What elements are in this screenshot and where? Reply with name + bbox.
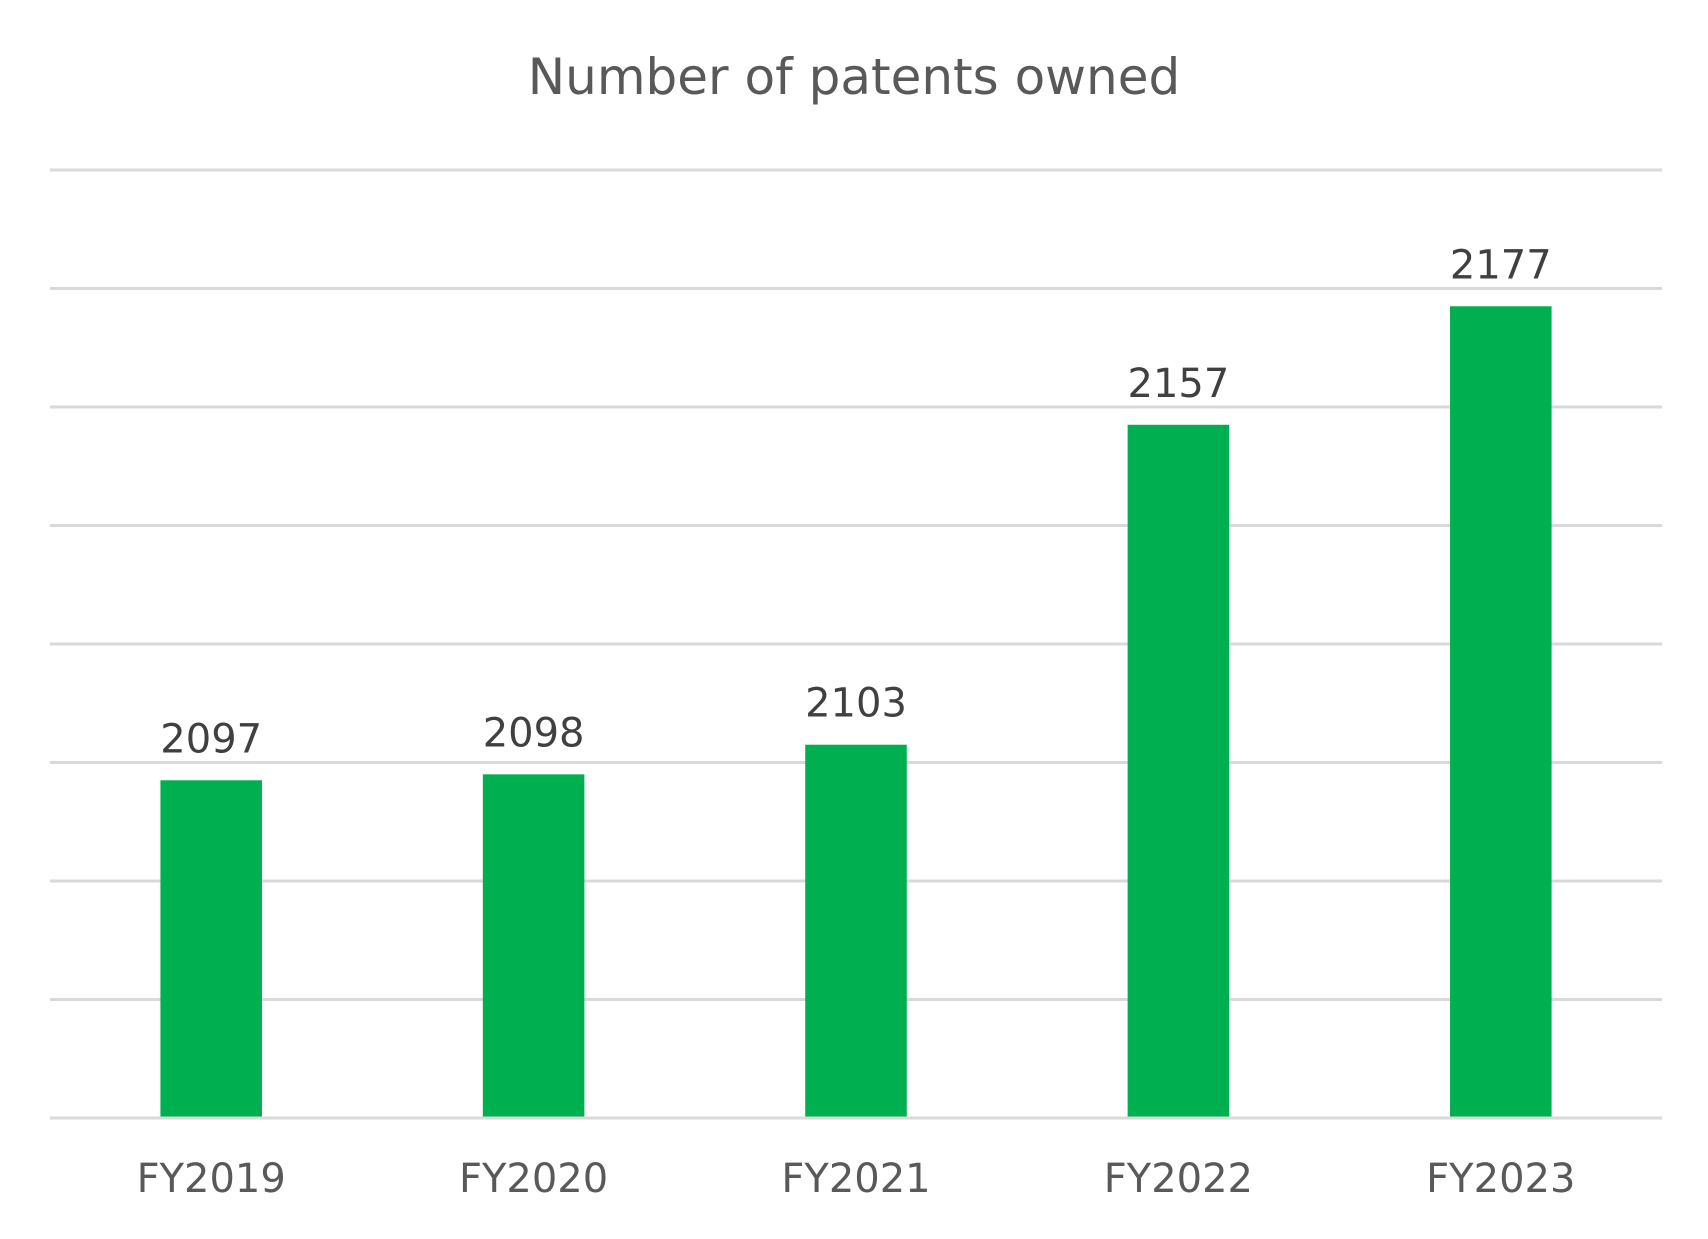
x-tick-label-fy2023: FY2023 — [1426, 1156, 1575, 1202]
x-tick-label-fy2019: FY2019 — [137, 1156, 286, 1202]
data-label-fy2019: 2097 — [160, 716, 262, 762]
bar-fy2023 — [1450, 306, 1552, 1117]
x-tick-label-fy2021: FY2021 — [781, 1156, 930, 1202]
data-label-fy2020: 2098 — [483, 710, 585, 756]
data-label-fy2022: 2157 — [1128, 361, 1230, 407]
x-tick-label-fy2022: FY2022 — [1104, 1156, 1253, 1202]
x-tick-label-fy2020: FY2020 — [459, 1156, 608, 1202]
bar-fy2020 — [482, 774, 585, 1117]
bar-fy2021 — [805, 744, 907, 1117]
chart-title: Number of patents owned — [528, 48, 1181, 106]
bar-fy2019 — [160, 780, 262, 1117]
bar-fy2022 — [1127, 424, 1230, 1117]
bars — [160, 306, 1552, 1117]
x-axis-tick-labels: FY2019 FY2020 FY2021 FY2022 FY2023 — [137, 1156, 1576, 1202]
data-labels: 2097 2098 2103 2157 2177 — [160, 242, 1551, 762]
data-label-fy2021: 2103 — [805, 681, 907, 727]
data-label-fy2023: 2177 — [1450, 242, 1552, 288]
